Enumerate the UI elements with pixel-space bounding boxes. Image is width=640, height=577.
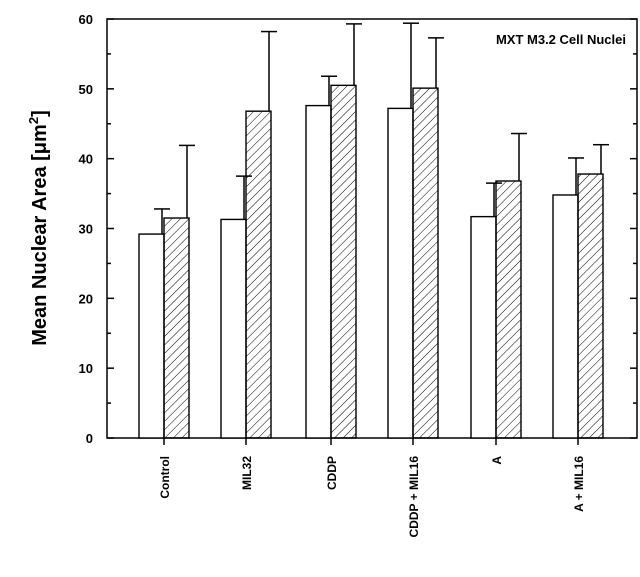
bar-hatched: [577, 173, 604, 439]
y-tick-label: 30: [79, 222, 93, 237]
bar-open: [552, 194, 579, 439]
x-category-label: MIL32: [240, 456, 254, 490]
bar-hatched: [495, 180, 522, 439]
x-ticks-layer: Control MIL32 CDDP CDDP + MIL16 A A + MIL16: [158, 438, 586, 537]
bar-open: [470, 215, 497, 439]
bars-layer: [138, 22, 609, 439]
bar-hatched: [245, 110, 272, 439]
y-axis-label-close: ]: [29, 110, 51, 117]
bar-open: [138, 233, 165, 439]
x-category-label: CDDP + MIL16: [407, 456, 421, 538]
y-tick-label: 0: [86, 431, 93, 446]
y-tick-label: 40: [79, 152, 93, 167]
x-category-label: Control: [158, 456, 172, 499]
y-tick-label: 10: [79, 361, 93, 376]
x-category-label: A + MIL16: [572, 456, 586, 512]
y-axis-label-text: Mean Nuclear Area [: [29, 154, 51, 346]
chart-title: MXT M3.2 Cell Nuclei: [496, 32, 626, 47]
y-ticks-layer: 0 10 20 30 40 50 60: [79, 12, 637, 446]
y-tick-label: 20: [79, 291, 93, 306]
y-tick-label: 60: [79, 12, 93, 27]
y-axis-label-sup: 2: [26, 117, 41, 124]
bar-open: [220, 218, 247, 439]
x-category-label: CDDP: [325, 456, 339, 490]
y-axis-label: Mean Nuclear Area [μm2]: [26, 110, 51, 346]
bar-open: [305, 104, 332, 439]
bar-hatched: [163, 217, 190, 439]
bar-hatched: [412, 87, 439, 439]
y-tick-label: 50: [79, 82, 93, 97]
bar-hatched: [330, 84, 357, 439]
x-category-label: A: [490, 456, 504, 465]
bar-open: [387, 107, 414, 439]
y-axis-label-unit: μm: [29, 124, 51, 154]
